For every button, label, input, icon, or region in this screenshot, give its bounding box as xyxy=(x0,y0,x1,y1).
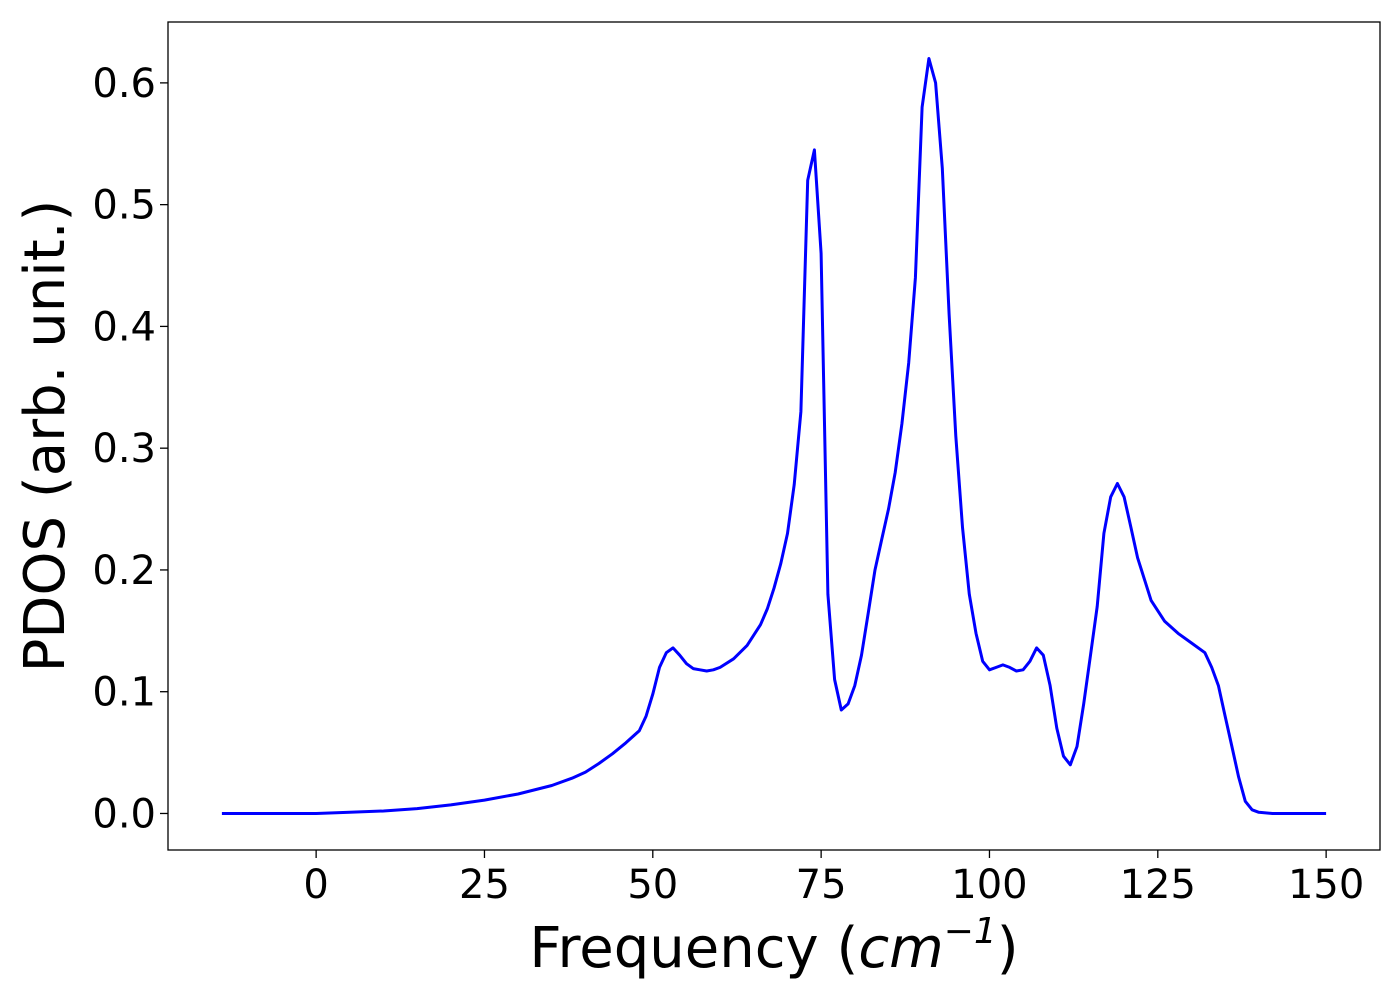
x-tick-label: 100 xyxy=(951,862,1027,908)
x-axis-ticks: 0 25 50 75 100 125 150 xyxy=(303,850,1364,908)
series-layer xyxy=(221,57,1327,815)
y-axis-ticks: 0.0 0.1 0.2 0.3 0.4 0.5 0.6 xyxy=(92,61,168,837)
y-tick-label: 0.6 xyxy=(92,61,156,107)
x-tick-label: 25 xyxy=(459,862,510,908)
y-tick-label: 0.5 xyxy=(92,183,156,229)
pdos-series-line xyxy=(221,57,1327,815)
x-tick-label: 0 xyxy=(303,862,328,908)
plot-frame xyxy=(167,21,1381,851)
y-tick-label: 0.3 xyxy=(92,426,156,472)
x-axis-unit: cm xyxy=(858,916,943,981)
x-axis-unit-exponent: −1 xyxy=(944,911,997,952)
y-axis-label: PDOS (arb. unit.) xyxy=(13,200,78,673)
x-tick-label: 50 xyxy=(627,862,678,908)
x-axis-label: Frequency (cm−1) xyxy=(529,911,1018,981)
y-tick-label: 0.1 xyxy=(92,670,156,716)
x-tick-label: 125 xyxy=(1120,862,1196,908)
x-tick-label: 75 xyxy=(796,862,847,908)
y-tick-label: 0.2 xyxy=(92,548,156,594)
y-tick-label: 0.4 xyxy=(92,304,156,350)
plot-background xyxy=(168,22,1380,850)
y-tick-label: 0.0 xyxy=(92,791,156,837)
x-tick-label: 150 xyxy=(1288,862,1364,908)
